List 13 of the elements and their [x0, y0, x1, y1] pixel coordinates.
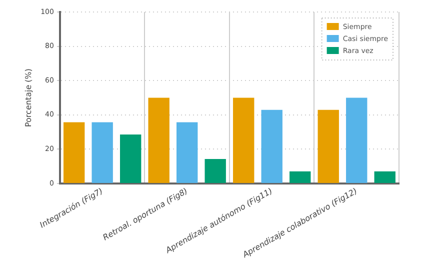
bar	[290, 171, 311, 184]
bar	[233, 98, 254, 184]
bar	[63, 122, 85, 184]
bar	[176, 122, 198, 184]
bar	[120, 134, 142, 184]
bar	[374, 171, 396, 184]
bar	[148, 98, 170, 184]
y-axis-title: Porcentaje (%)	[24, 68, 33, 128]
bar	[261, 110, 282, 184]
bar	[92, 122, 113, 184]
bar	[204, 158, 226, 184]
bar	[318, 110, 339, 184]
bar	[346, 98, 368, 184]
